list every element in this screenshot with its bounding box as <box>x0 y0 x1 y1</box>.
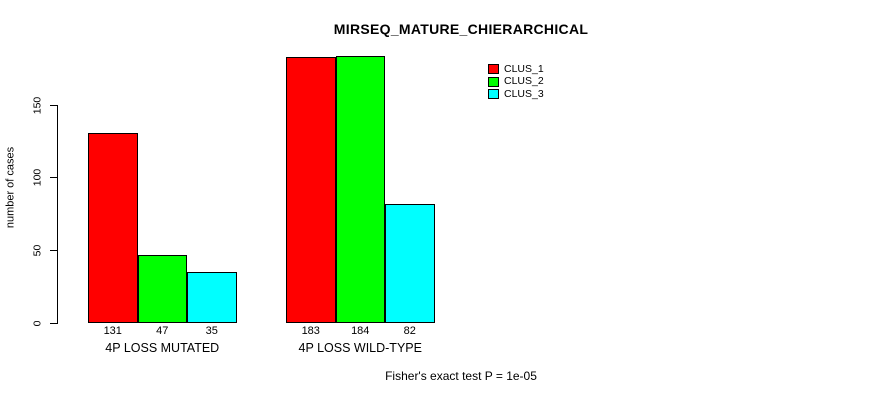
y-axis-line <box>57 105 58 324</box>
y-axis-tick-label: 50 <box>31 244 44 257</box>
legend-item: CLUS_2 <box>488 76 544 89</box>
bar-value-label: 183 <box>301 325 320 337</box>
y-axis-tick-label: 150 <box>31 96 44 114</box>
chart-title: MIRSEQ_MATURE_CHIERARCHICAL <box>333 21 589 37</box>
bar-clus_2-group1 <box>137 254 187 323</box>
legend-item-label: CLUS_2 <box>504 75 544 88</box>
legend-swatch-clus_3 <box>488 89 499 100</box>
y-axis-tick <box>50 177 57 179</box>
bar-value-label: 35 <box>205 325 218 337</box>
bar-clus_1-group2 <box>286 57 336 323</box>
y-axis-label: number of cases <box>4 146 17 229</box>
y-axis-tick-label: 100 <box>31 168 44 187</box>
stat-annotation: Fisher's exact test P = 1e-05 <box>385 369 537 383</box>
bar-clus_1-group1 <box>88 132 138 323</box>
legend-item: CLUS_3 <box>488 88 544 101</box>
legend-swatch-clus_2 <box>488 76 499 87</box>
legend-swatch-clus_1 <box>488 64 499 75</box>
y-axis-tick <box>50 249 57 251</box>
y-axis-tick-label: 0 <box>31 320 44 326</box>
bar-clus_3-group2 <box>385 203 435 323</box>
legend: CLUS_1 CLUS_2 CLUS_3 <box>488 63 544 101</box>
y-axis-tick <box>50 104 57 106</box>
x-category-label: 4P LOSS WILD-TYPE <box>298 341 422 355</box>
bar-clus_2-group2 <box>335 55 385 323</box>
bar-value-label: 82 <box>403 325 416 337</box>
bar-clus_3-group1 <box>187 272 237 323</box>
legend-item: CLUS_1 <box>488 63 544 76</box>
legend-item-label: CLUS_1 <box>504 62 544 75</box>
x-category-label: 4P LOSS MUTATED <box>105 341 220 355</box>
legend-item-label: CLUS_3 <box>504 87 544 100</box>
bar-value-label: 47 <box>156 325 169 337</box>
bar-value-label: 131 <box>103 325 122 337</box>
y-axis-tick <box>50 322 57 324</box>
bar-value-label: 184 <box>351 325 370 337</box>
